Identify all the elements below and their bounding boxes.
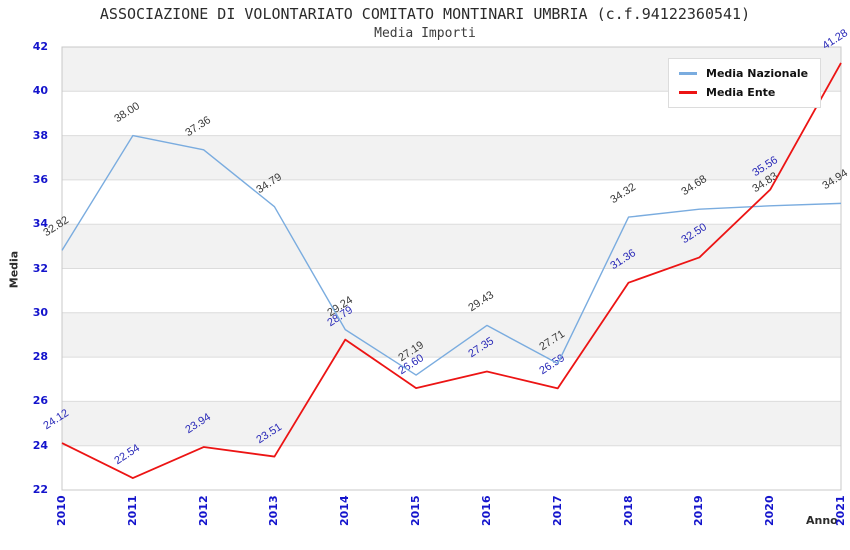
series-line-media-nazionale bbox=[61, 134, 842, 376]
legend-item-media-nazionale: Media Nazionale bbox=[679, 64, 808, 83]
legend-label-nazionale: Media Nazionale bbox=[706, 67, 809, 80]
grid-band bbox=[62, 135, 841, 180]
series-line-media-ente bbox=[61, 62, 842, 479]
chart-subtitle: Media Importi bbox=[374, 26, 476, 41]
legend-item-media-ente: Media Ente bbox=[679, 83, 808, 102]
grid-band bbox=[62, 401, 841, 446]
chart-legend: Media Nazionale Media Ente bbox=[668, 58, 822, 108]
legend-swatch-nazionale-icon bbox=[679, 72, 697, 75]
legend-label-ente: Media Ente bbox=[706, 86, 776, 99]
chart-title: ASSOCIAZIONE DI VOLONTARIATO COMITATO MO… bbox=[99, 5, 751, 23]
plot-border bbox=[61, 46, 842, 491]
legend-swatch-ente-icon bbox=[679, 91, 697, 94]
